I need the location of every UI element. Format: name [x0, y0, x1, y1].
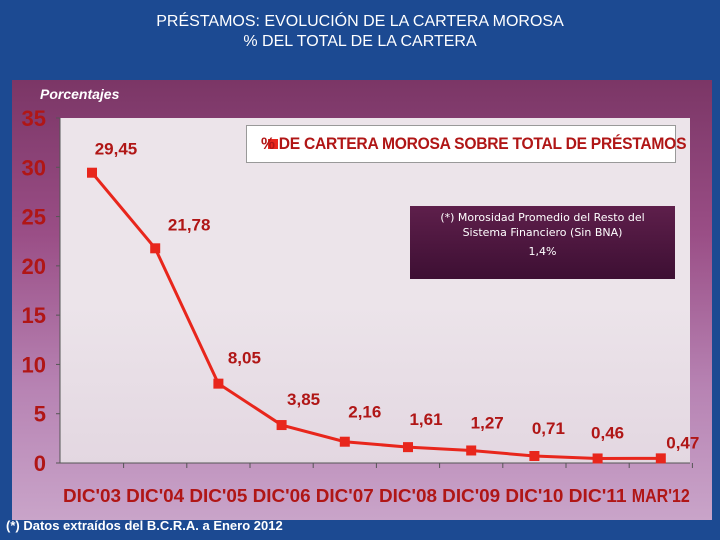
legend-label: % DE CARTERA MOROSA SOBRE TOTAL DE PRÉST… [261, 134, 687, 153]
x-tick-label: DIC'11 [569, 486, 627, 506]
data-point [592, 453, 603, 464]
x-tick-label: DIC'07 [316, 486, 374, 506]
data-point [276, 420, 287, 431]
x-tick-label: MAR'12 [632, 486, 690, 506]
x-tick-label: DIC'05 [189, 486, 247, 506]
data-label: 1,61 [409, 410, 442, 429]
x-tick-label: DIC'06 [253, 486, 311, 506]
x-tick-label: DIC'03 [63, 486, 121, 506]
data-label: 0,71 [532, 419, 565, 438]
data-label: 0,46 [591, 423, 624, 442]
data-point [466, 445, 477, 456]
data-label: 3,85 [287, 390, 320, 409]
data-point [150, 243, 161, 254]
data-label: 0,47 [666, 433, 699, 452]
data-point [339, 436, 350, 447]
y-tick-label: 25 [22, 205, 46, 230]
x-tick-label: DIC'09 [442, 486, 500, 506]
data-label: 1,27 [471, 413, 504, 432]
data-point [87, 167, 97, 178]
note-box: (*) Morosidad Promedio del Resto del Sis… [410, 206, 675, 279]
y-tick-label: 15 [22, 303, 46, 328]
data-label: 8,05 [228, 349, 261, 368]
chart-title: PRÉSTAMOS: EVOLUCIÓN DE LA CARTERA MOROS… [0, 12, 720, 52]
series-line [90, 171, 661, 460]
title-line-1: PRÉSTAMOS: EVOLUCIÓN DE LA CARTERA MOROS… [156, 13, 564, 30]
y-tick-label: 20 [22, 254, 46, 279]
title-line-2: % DEL TOTAL DE LA CARTERA [243, 33, 477, 50]
data-label: 29,45 [95, 140, 138, 159]
note-value: 1,4% [528, 245, 557, 258]
y-tick-label: 5 [34, 402, 46, 427]
y-tick-label: 0 [34, 451, 46, 476]
x-tick-label: DIC'04 [126, 486, 184, 506]
x-tick-label: DIC'10 [505, 486, 563, 506]
data-label: 21,78 [168, 215, 211, 234]
y-tick-label: 10 [22, 352, 46, 377]
plot-area [60, 118, 690, 463]
x-tick-label: DIC'08 [379, 486, 437, 506]
y-axis-label: Porcentajes [40, 86, 120, 102]
data-point [529, 451, 540, 462]
data-point [213, 378, 224, 389]
data-point [655, 453, 666, 464]
footnote: (*) Datos extraídos del B.C.R.A. a Enero… [6, 518, 283, 533]
data-label: 2,16 [348, 403, 381, 422]
y-tick-label: 35 [22, 106, 46, 131]
y-tick-label: 30 [22, 155, 46, 180]
note-text: (*) Morosidad Promedio del Resto del Sis… [440, 211, 645, 239]
data-point [403, 442, 413, 453]
legend: % DE CARTERA MOROSA SOBRE TOTAL DE PRÉST… [246, 125, 687, 163]
